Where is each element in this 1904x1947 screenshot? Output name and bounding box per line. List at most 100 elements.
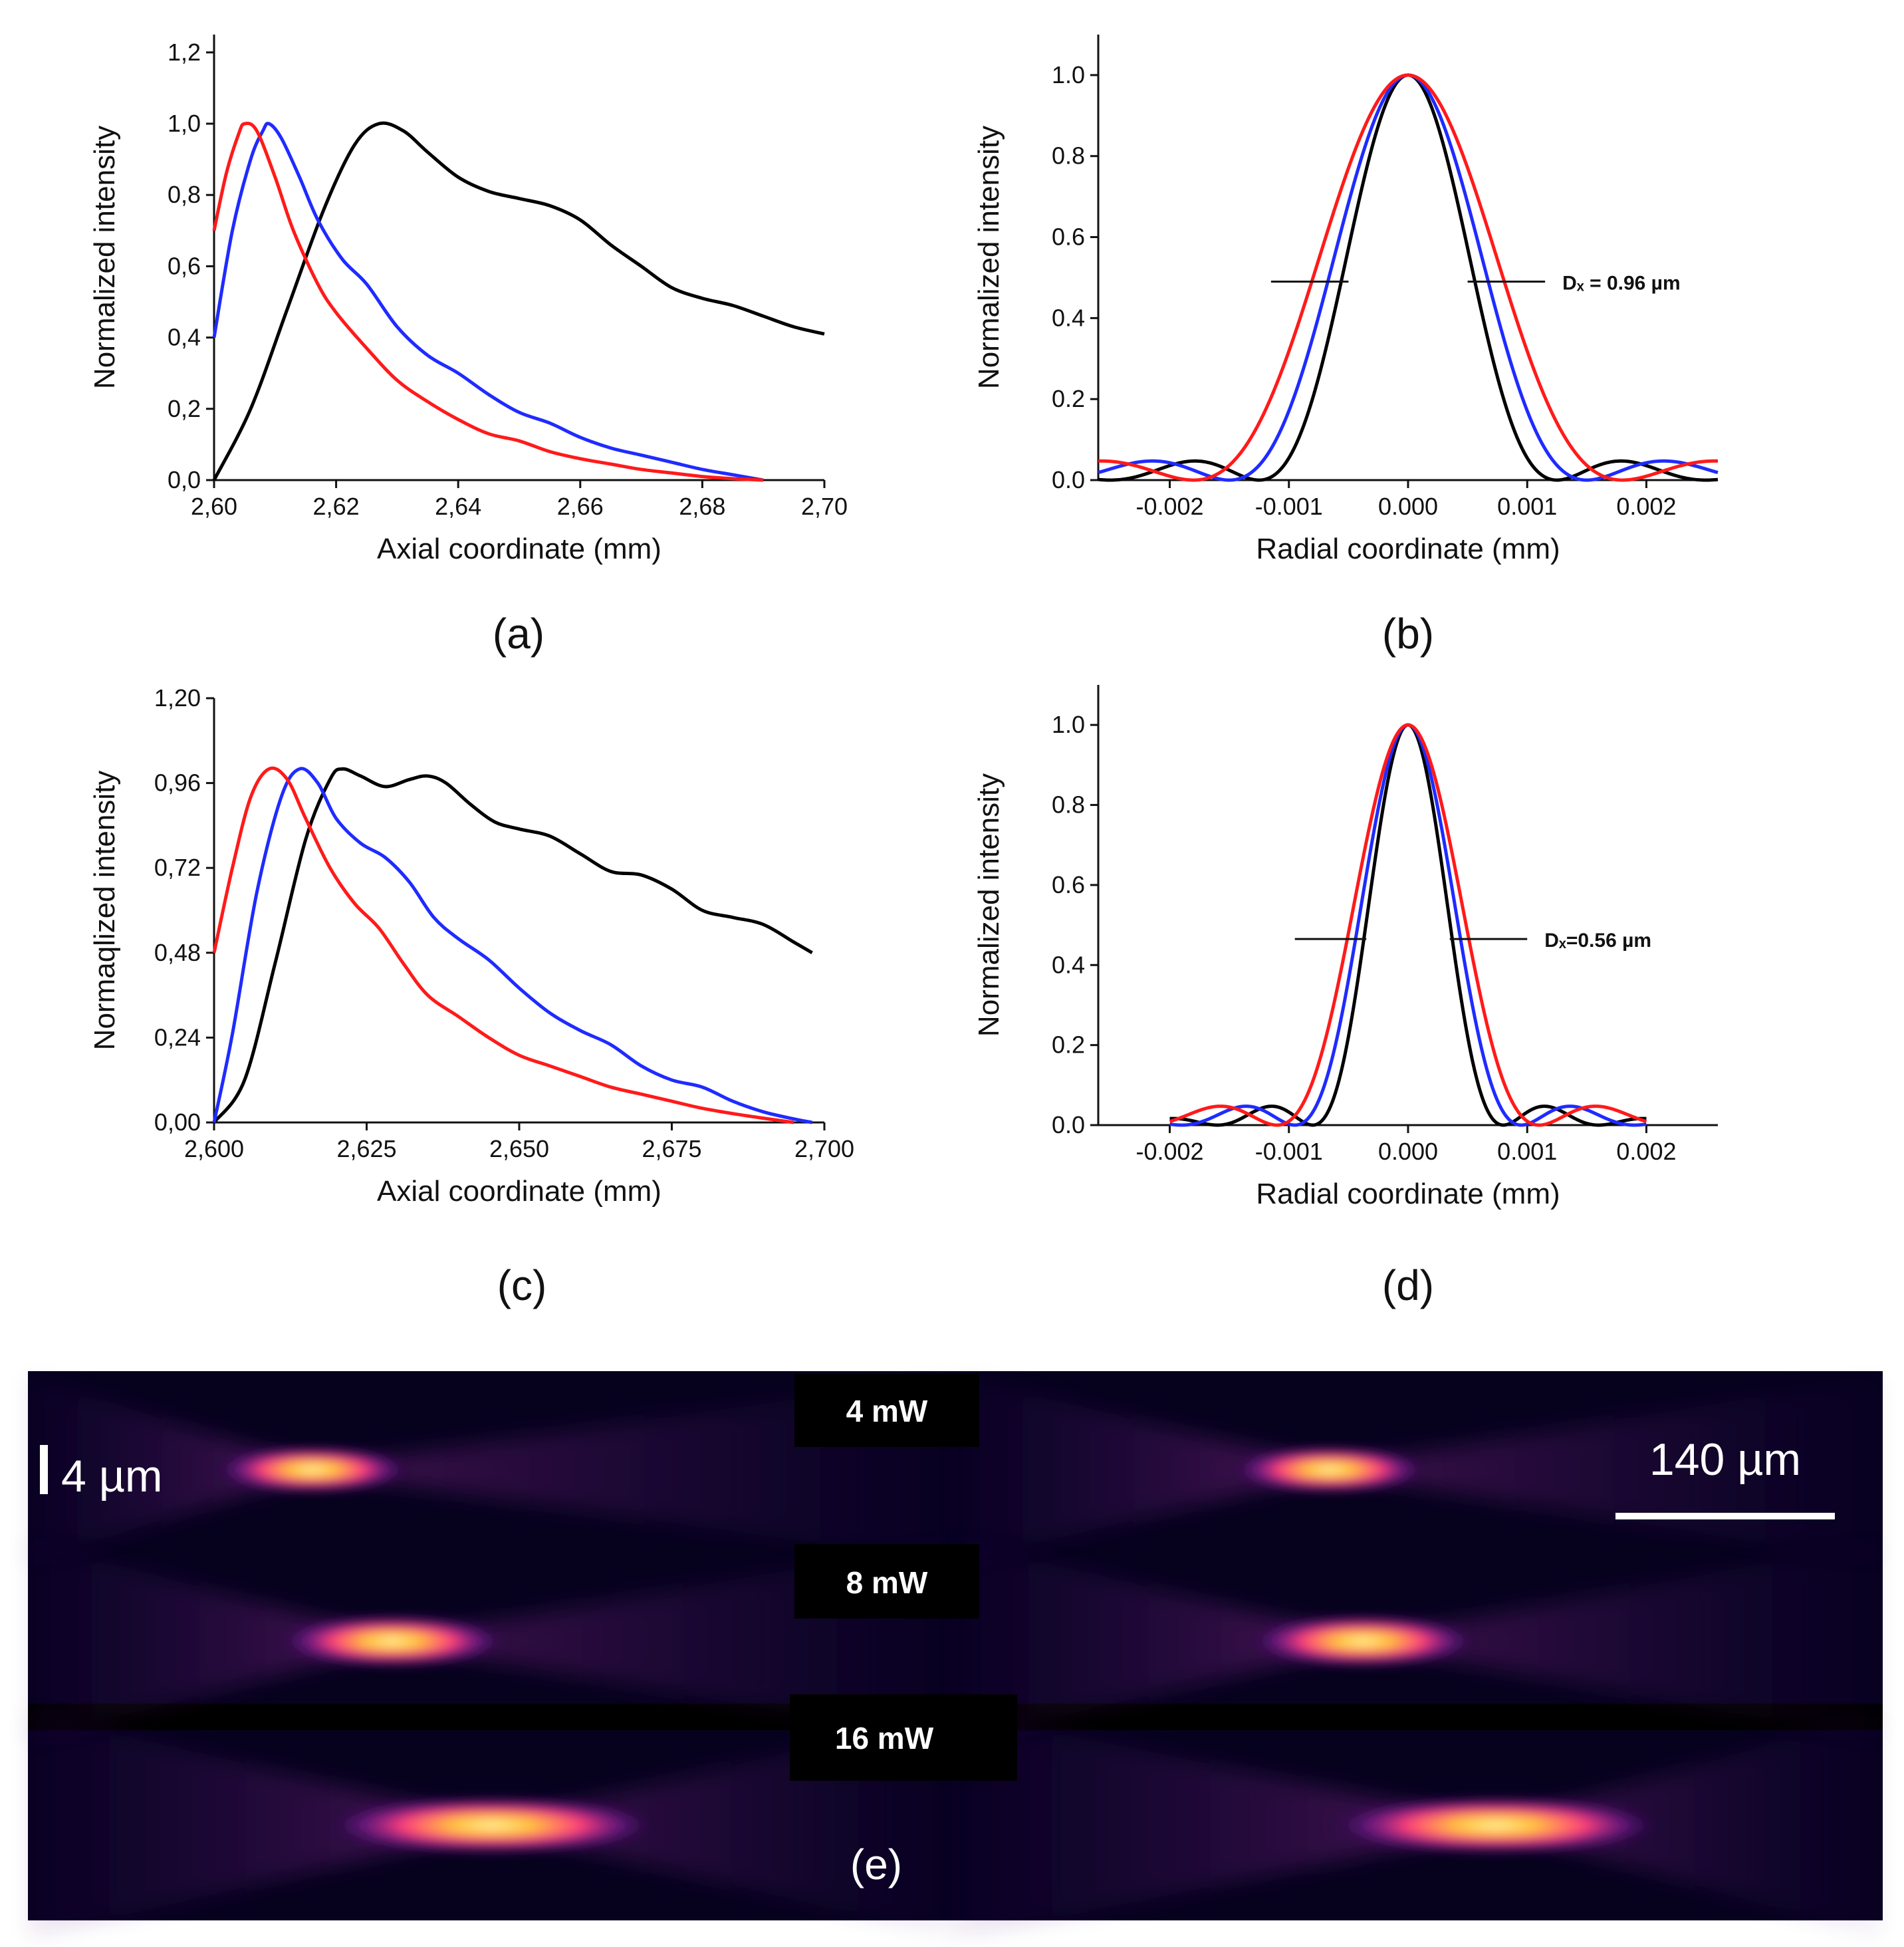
beam-converging bbox=[957, 1376, 1330, 1563]
power-label-box-16mw bbox=[790, 1694, 1017, 1781]
y-tick-label: 0.6 bbox=[1052, 223, 1085, 251]
panel-b: -0.002 -0.001 0.000 0.001 0.002 0.0 0.2 0.4 0.6 0… bbox=[973, 35, 1719, 658]
x-axis-label: Radial coordinate (mm) bbox=[1256, 1178, 1560, 1210]
y-tick-label: 0,00 bbox=[154, 1108, 201, 1136]
panel-a: 2,60 2,62 2,64 2,66 2,68 2,70 0,0 0,2 0,4 0,6 0,8 1… bbox=[88, 35, 848, 658]
y-tick-label: 0.0 bbox=[1052, 1111, 1085, 1138]
beam-converging bbox=[28, 1712, 492, 1938]
x-tick-label: 0.001 bbox=[1497, 1138, 1557, 1165]
power-label-box-8mw bbox=[794, 1544, 979, 1619]
x-tick-label: 2,70 bbox=[801, 493, 848, 520]
series-red-line bbox=[1098, 73, 1719, 482]
fwhm-annotation: Dₓ = 0.96 µm bbox=[1562, 273, 1681, 295]
x-tick-label: 2,600 bbox=[184, 1135, 244, 1162]
beam-converging bbox=[28, 1541, 392, 1741]
vertical-scale-label: 4 µm bbox=[61, 1451, 163, 1501]
y-tick-label: 0.6 bbox=[1052, 871, 1085, 898]
focal-spot bbox=[1233, 1446, 1426, 1493]
panel-label-d: (d) bbox=[1382, 1261, 1434, 1309]
vertical-scale-bar bbox=[40, 1445, 48, 1494]
x-axis-label: Axial coordinate (mm) bbox=[377, 533, 661, 565]
fwhm-annotation: Dₓ=0.56 µm bbox=[1544, 930, 1651, 952]
beam-diverging bbox=[1496, 1712, 1883, 1938]
y-tick-label: 0.4 bbox=[1052, 951, 1085, 978]
x-tick-label: 2,675 bbox=[642, 1135, 701, 1162]
y-axis-label: Normalized intensity bbox=[88, 126, 121, 389]
horizontal-scale-label: 140 µm bbox=[1649, 1434, 1801, 1485]
y-tick-label: 1,2 bbox=[168, 39, 201, 66]
y-tick-label: 1,20 bbox=[154, 684, 201, 712]
y-tick-label: 0,4 bbox=[168, 324, 201, 351]
y-tick-label: 0,48 bbox=[154, 939, 201, 966]
x-axis-label: Radial coordinate (mm) bbox=[1256, 533, 1560, 565]
power-label-box-4mw bbox=[794, 1374, 979, 1447]
series-red-line bbox=[212, 766, 794, 1124]
x-tick-label: 0.002 bbox=[1616, 1138, 1676, 1165]
series-red-line bbox=[1169, 723, 1647, 1127]
x-tick-label: 2,650 bbox=[489, 1135, 549, 1162]
panel-label-b: (b) bbox=[1382, 610, 1434, 658]
y-tick-label: 0,24 bbox=[154, 1023, 201, 1051]
y-tick-label: 0.2 bbox=[1052, 385, 1085, 412]
power-label-16mw: 16 mW bbox=[835, 1721, 934, 1755]
x-tick-label: 2,64 bbox=[435, 493, 481, 520]
panel-c: 2,600 2,625 2,650 2,675 2,700 0,00 0,24 0,48 0,7… bbox=[88, 684, 854, 1309]
y-tick-label: 0.4 bbox=[1052, 304, 1085, 331]
panel-e: 4 mW 8 mW 16 mW 4 µm 140 µm (e) bbox=[28, 1371, 1883, 1938]
x-tick-label: 2,68 bbox=[679, 493, 725, 520]
y-tick-label: 0.8 bbox=[1052, 791, 1085, 819]
y-tick-label: 0,6 bbox=[168, 252, 201, 279]
focal-spot bbox=[1330, 1796, 1662, 1855]
x-tick-label: 0.000 bbox=[1378, 1138, 1438, 1165]
x-tick-label: 2,66 bbox=[557, 493, 604, 520]
x-tick-label: -0.002 bbox=[1135, 493, 1203, 520]
x-tick-label: 0.001 bbox=[1497, 493, 1557, 520]
y-tick-label: 0.8 bbox=[1052, 142, 1085, 170]
focal-spot bbox=[326, 1796, 658, 1855]
y-tick-label: 0,2 bbox=[168, 395, 201, 422]
beam-converging bbox=[957, 1541, 1363, 1741]
y-axis-label: Normaqlized intensity bbox=[88, 771, 121, 1051]
x-tick-label: 2,625 bbox=[336, 1135, 396, 1162]
power-label-8mw: 8 mW bbox=[846, 1565, 928, 1600]
series-red-line bbox=[212, 121, 764, 482]
x-axis-label: Axial coordinate (mm) bbox=[377, 1175, 661, 1208]
series-black-line bbox=[1169, 723, 1647, 1127]
y-tick-label: 0,8 bbox=[168, 181, 201, 208]
focal-spot bbox=[279, 1615, 505, 1668]
x-tick-label: 2,62 bbox=[313, 493, 360, 520]
series-blue-line bbox=[212, 767, 813, 1124]
x-tick-label: -0.002 bbox=[1135, 1138, 1203, 1165]
y-axis-label: Normalized intensity bbox=[973, 126, 1005, 389]
horizontal-scale-bar bbox=[1615, 1513, 1835, 1519]
x-tick-label: 2,60 bbox=[191, 493, 237, 520]
power-label-4mw: 4 mW bbox=[846, 1394, 928, 1428]
focal-spot bbox=[1250, 1615, 1476, 1668]
y-tick-label: 0,96 bbox=[154, 769, 201, 797]
panel-label-c: (c) bbox=[497, 1261, 547, 1309]
y-tick-label: 0.0 bbox=[1052, 466, 1085, 493]
y-axis-label: Normalized intensity bbox=[973, 773, 1005, 1037]
x-tick-label: 0.000 bbox=[1378, 493, 1438, 520]
focal-spot bbox=[216, 1446, 409, 1493]
heatmap-beams bbox=[28, 1376, 1883, 1938]
x-tick-label: 0.002 bbox=[1616, 493, 1676, 520]
panel-label-e: (e) bbox=[850, 1841, 902, 1888]
panel-d: -0.002 -0.001 0.000 0.001 0.002 0.0 0.2 0.4 0.6 0… bbox=[973, 685, 1718, 1309]
y-tick-label: 0,72 bbox=[154, 854, 201, 881]
y-tick-label: 1.0 bbox=[1052, 711, 1085, 738]
y-tick-label: 1.0 bbox=[1052, 61, 1085, 88]
series-black-line bbox=[212, 767, 813, 1124]
beam-converging bbox=[957, 1712, 1496, 1938]
panel-label-a: (a) bbox=[493, 610, 544, 658]
beam-converging bbox=[28, 1376, 312, 1563]
y-tick-label: 0,0 bbox=[168, 466, 201, 493]
beam-diverging bbox=[1363, 1541, 1883, 1741]
x-tick-label: -0.001 bbox=[1255, 493, 1323, 520]
x-tick-label: 2,700 bbox=[794, 1135, 854, 1162]
x-tick-label: -0.001 bbox=[1255, 1138, 1323, 1165]
series-blue-line bbox=[1169, 723, 1647, 1127]
series-black-line bbox=[212, 121, 825, 481]
y-tick-label: 1,0 bbox=[168, 110, 201, 137]
